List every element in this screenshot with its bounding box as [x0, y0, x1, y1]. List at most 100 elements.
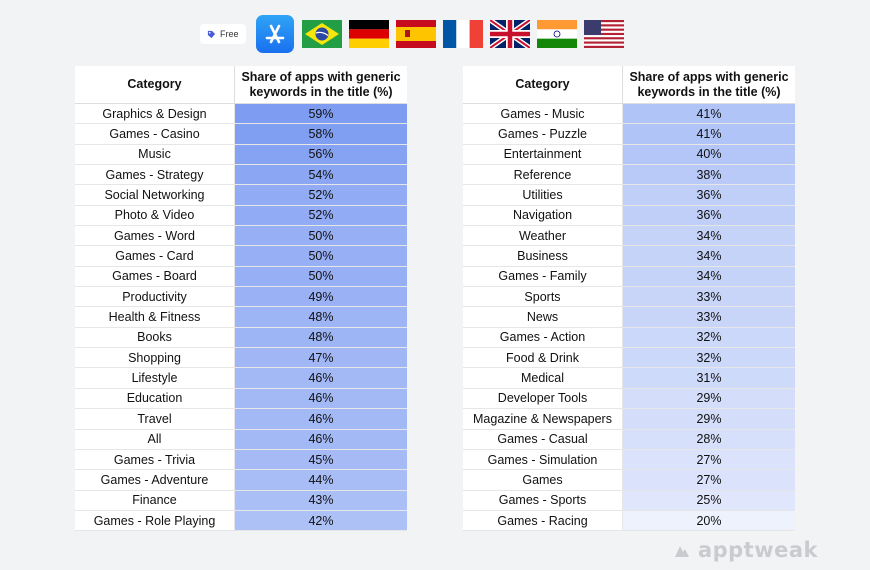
share-cell: 41%	[623, 104, 795, 124]
share-cell: 43%	[235, 490, 407, 510]
spain-flag-icon[interactable]	[395, 20, 436, 48]
table-header: Category Share of apps with generic keywo…	[463, 66, 795, 104]
table-row: Social Networking 52%	[75, 185, 407, 206]
share-cell: 46%	[235, 388, 407, 409]
category-cell: Travel	[75, 409, 235, 429]
table-row: Games - Casino 58%	[75, 124, 407, 145]
category-cell: Magazine & Newspapers	[463, 409, 623, 429]
table-row: Music 56%	[75, 144, 407, 166]
usa-flag-icon[interactable]	[583, 20, 624, 48]
table-row: Travel 46%	[75, 409, 407, 430]
table-row: Developer Tools 29%	[463, 388, 795, 410]
app-store-icon[interactable]	[255, 15, 294, 53]
table-row: Business 34%	[463, 246, 795, 267]
category-cell: Games - Role Playing	[75, 510, 235, 531]
category-cell: Food & Drink	[463, 348, 623, 368]
france-flag-icon[interactable]	[442, 20, 483, 48]
india-flag-icon[interactable]	[536, 20, 577, 48]
category-cell: Games - Action	[463, 327, 623, 348]
share-cell: 41%	[623, 124, 795, 144]
category-cell: Graphics & Design	[75, 104, 235, 124]
table-row: Games - Simulation 27%	[463, 449, 795, 471]
category-cell: Navigation	[463, 205, 623, 226]
table-row: Games - Racing 20%	[463, 510, 795, 532]
table-header: Category Share of apps with generic keywo…	[75, 66, 407, 104]
table-row: Magazine & Newspapers 29%	[463, 409, 795, 430]
category-cell: Photo & Video	[75, 205, 235, 226]
category-cell: Music	[75, 144, 235, 165]
share-cell: 29%	[623, 409, 795, 429]
table-row: Games - Casual 28%	[463, 429, 795, 450]
category-cell: Games - Music	[463, 104, 623, 124]
table-row: Games - Trivia 45%	[75, 449, 407, 471]
category-cell: News	[463, 307, 623, 327]
table-row: Sports 33%	[463, 287, 795, 308]
table-row: Games - Action 32%	[463, 327, 795, 349]
category-cell: Games - Casual	[463, 429, 623, 449]
table-body: Games - Music 41% Games - Puzzle 41% Enterta…	[463, 104, 795, 532]
share-cell: 46%	[235, 429, 407, 449]
uk-flag-icon[interactable]	[489, 20, 530, 48]
free-badge[interactable]: Free	[200, 24, 246, 44]
share-column-header: Share of apps with generic keywords in th…	[241, 69, 401, 99]
share-cell: 49%	[235, 287, 407, 307]
category-cell: Lifestyle	[75, 368, 235, 388]
category-cell: Games	[463, 470, 623, 490]
brazil-flag-icon[interactable]	[301, 20, 342, 48]
share-cell: 42%	[235, 510, 407, 531]
table-row: Games - Puzzle 41%	[463, 124, 795, 145]
category-cell: Health & Fitness	[75, 307, 235, 327]
table-row: All 46%	[75, 429, 407, 450]
category-cell: Games - Casino	[75, 124, 235, 144]
category-cell: Developer Tools	[463, 388, 623, 409]
table-row: Health & Fitness 48%	[75, 307, 407, 328]
category-cell: Shopping	[75, 348, 235, 368]
table-row: Games - Family 34%	[463, 266, 795, 288]
share-cell: 45%	[235, 449, 407, 470]
apptweak-watermark: apptweak	[672, 538, 818, 562]
table-row: Games - Word 50%	[75, 226, 407, 247]
table-row: Games 27%	[463, 470, 795, 491]
category-cell: Games - Word	[75, 226, 235, 246]
table-row: Photo & Video 52%	[75, 205, 407, 227]
share-cell: 36%	[623, 185, 795, 205]
category-cell: Social Networking	[75, 185, 235, 205]
share-cell: 48%	[235, 307, 407, 327]
apptweak-logo-icon	[674, 546, 689, 557]
table-row: Games - Music 41%	[463, 104, 795, 125]
share-cell: 52%	[235, 185, 407, 205]
share-cell: 50%	[235, 246, 407, 266]
share-cell: 48%	[235, 327, 407, 348]
table-row: Navigation 36%	[463, 205, 795, 227]
table-row: Games - Adventure 44%	[75, 470, 407, 491]
filter-bar: Free	[200, 14, 631, 54]
share-cell: 29%	[623, 388, 795, 409]
share-cell: 33%	[623, 287, 795, 307]
share-cell: 27%	[623, 449, 795, 470]
category-cell: Finance	[75, 490, 235, 510]
free-label: Free	[220, 29, 239, 39]
table-row: News 33%	[463, 307, 795, 328]
category-cell: Games - Board	[75, 266, 235, 287]
category-cell: Games - Trivia	[75, 449, 235, 470]
watermark-text: apptweak	[697, 538, 818, 562]
share-cell: 34%	[623, 266, 795, 287]
table-row: Medical 31%	[463, 368, 795, 389]
share-cell: 38%	[623, 165, 795, 185]
table-row: Food & Drink 32%	[463, 348, 795, 369]
category-table-left: Category Share of apps with generic keywo…	[75, 66, 407, 532]
category-cell: Games - Simulation	[463, 449, 623, 470]
category-cell: Utilities	[463, 185, 623, 205]
table-row: Education 46%	[75, 388, 407, 410]
table-row: Books 48%	[75, 327, 407, 349]
share-cell: 54%	[235, 165, 407, 185]
category-cell: Games - Puzzle	[463, 124, 623, 144]
share-cell: 28%	[623, 429, 795, 449]
category-cell: Medical	[463, 368, 623, 388]
share-cell: 50%	[235, 226, 407, 246]
share-cell: 33%	[623, 307, 795, 327]
category-column-header: Category	[75, 66, 235, 103]
germany-flag-icon[interactable]	[348, 20, 389, 48]
share-cell: 40%	[623, 144, 795, 165]
table-row: Entertainment 40%	[463, 144, 795, 166]
